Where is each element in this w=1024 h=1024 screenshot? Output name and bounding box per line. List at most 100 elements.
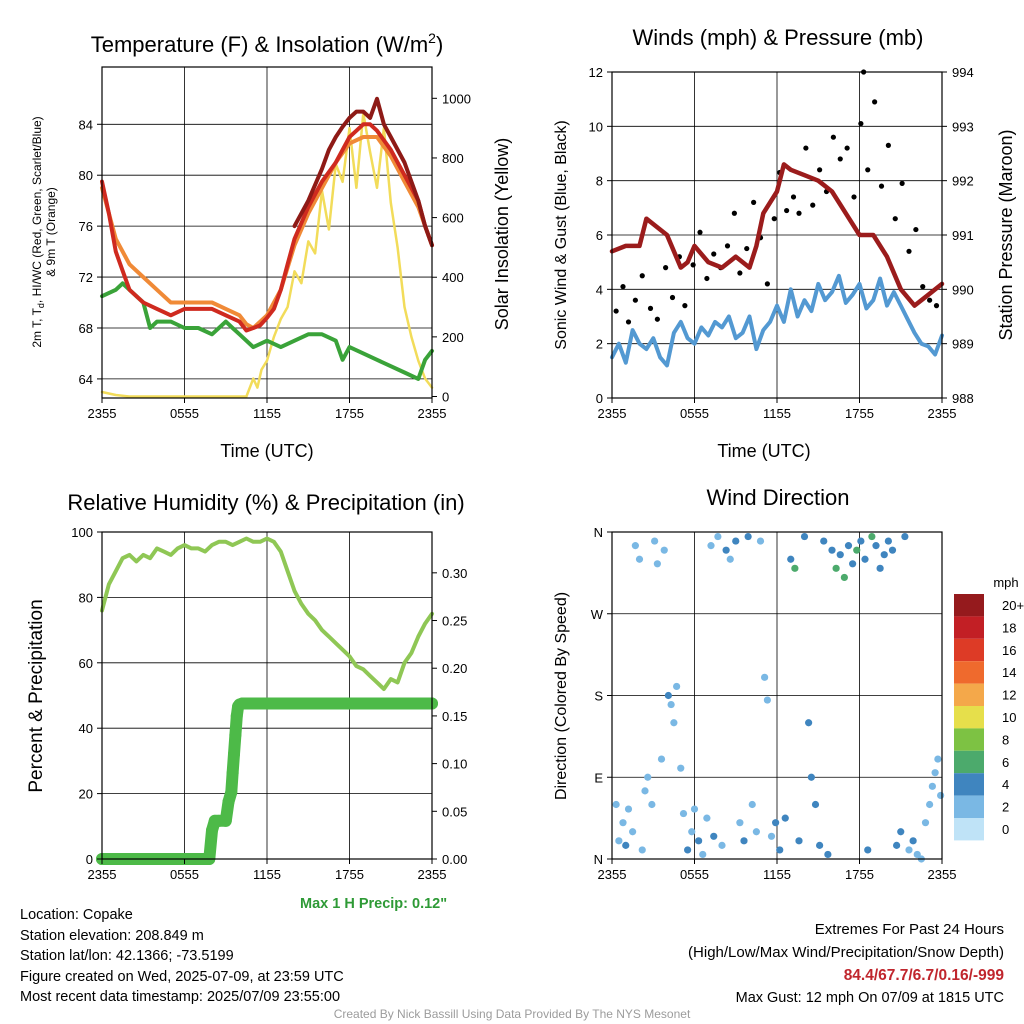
direction-point [772, 819, 780, 827]
y-tick-label: 64 [79, 372, 93, 387]
y-tick-label: 10 [589, 119, 603, 134]
gust-point [711, 251, 717, 257]
y2-tick-label: 0.00 [442, 852, 467, 867]
y-tick-label: 100 [71, 525, 93, 540]
legend-label: 16 [1002, 643, 1016, 658]
x-tick-label: 1755 [335, 867, 364, 882]
latlon-text: Station lat/lon: 42.1366; -73.5199 [20, 948, 234, 964]
y2-tick-label: 991 [952, 228, 974, 243]
x-tick-label: 1755 [845, 406, 874, 421]
y2-tick-label: 989 [952, 337, 974, 352]
direction-point [763, 696, 771, 704]
legend-swatch [954, 706, 984, 729]
panel-title: Temperature (F) & Insolation (W/m2) [91, 30, 444, 57]
legend-swatch [954, 638, 984, 662]
y-tick-label: 0 [86, 852, 93, 867]
y-tick-label: 80 [79, 590, 93, 605]
x-tick-label: 0555 [680, 406, 709, 421]
direction-point [644, 773, 652, 781]
gust-point [744, 245, 750, 252]
direction-point [673, 682, 681, 691]
max-hourly-precip-note: Max 1 H Precip: 0.12" [300, 896, 448, 912]
extremes-subheading: (High/Low/Max Wind/Precipitation/Snow De… [688, 944, 1004, 961]
gust-point [784, 207, 790, 214]
direction-point [868, 532, 876, 541]
y-tick-label: S [594, 689, 603, 704]
gust-point [920, 284, 926, 290]
x-tick-label: 2355 [598, 406, 627, 421]
direction-point [651, 537, 659, 545]
legend-label: 18 [1002, 620, 1016, 635]
y-axis-label-left: 2m T, Td, HI/WC (Red, Green, Scarlet/Blu… [30, 116, 46, 347]
gust-point [682, 303, 688, 309]
direction-point [781, 814, 789, 822]
gust-point [663, 265, 669, 271]
direction-point [807, 773, 815, 781]
humidity-panel: 2355 0555 1155 1755 23550204060801000.000.05… [26, 490, 467, 882]
y-axis-label-left-line2: & 9m T (Orange) [44, 187, 58, 277]
direction-point [820, 537, 828, 545]
y-tick-label: 40 [79, 721, 93, 736]
direction-point [619, 819, 627, 827]
direction-point [744, 532, 752, 541]
x-tick-label: 0555 [170, 867, 199, 882]
direction-point [791, 564, 799, 572]
x-axis-label: Time (UTC) [220, 441, 313, 461]
gust-point [625, 319, 632, 325]
direction-point [828, 546, 836, 554]
y2-tick-label: 990 [952, 282, 974, 297]
y2-tick-label: 0.10 [442, 757, 467, 772]
gust-point [803, 145, 809, 151]
panel-title: Wind Direction [706, 485, 849, 510]
direction-point [884, 537, 892, 545]
y-axis-label-left: Direction (Colored By Speed) [553, 592, 570, 800]
legend-label: 4 [1002, 777, 1009, 792]
direction-point [722, 546, 730, 554]
direction-point [761, 673, 769, 681]
direction-point [690, 805, 699, 813]
y-tick-label: 6 [596, 228, 603, 243]
x-tick-label: 2355 [88, 867, 117, 882]
y-tick-label: 60 [79, 656, 93, 671]
gust-point [613, 308, 619, 314]
legend-label: 20+ [1002, 598, 1024, 613]
gust-point [817, 167, 823, 173]
gust-point [844, 145, 850, 151]
y-tick-label: W [591, 607, 604, 622]
y-tick-label: 4 [596, 282, 603, 297]
y-tick-label: E [594, 770, 603, 785]
direction-point [684, 846, 692, 854]
direction-point [861, 555, 869, 563]
legend-swatch [954, 683, 984, 706]
gust-point [837, 156, 843, 162]
gust-point [858, 121, 864, 127]
y-axis-label-right: Station Pressure (Maroon) [996, 129, 1016, 340]
y2-tick-label: 0.25 [442, 614, 467, 629]
gust-point [796, 210, 802, 216]
gust-point [704, 275, 710, 282]
station-info: Location: Copake Station elevation: 208.… [20, 905, 344, 1008]
direction-point [934, 755, 942, 763]
series-line-dewpoint [100, 281, 434, 381]
direction-point [736, 819, 744, 827]
direction-point [832, 564, 840, 572]
extremes-panel: Extremes For Past 24 Hours (High/Low/Max… [688, 918, 1004, 1010]
y-tick-label: 0 [596, 391, 603, 406]
extremes-values: 84.4/67.7/6.7/0.16/-999 [843, 967, 1004, 984]
location-text: Location: Copake [20, 907, 133, 923]
gust-point [851, 194, 857, 200]
direction-point [800, 532, 809, 541]
direction-point [787, 555, 795, 563]
recent-data-text: Most recent data timestamp: 2025/07/09 2… [20, 989, 341, 1005]
y-tick-label: 8 [596, 174, 603, 189]
y2-tick-label: 400 [442, 270, 464, 285]
direction-point [776, 846, 784, 854]
legend-label: 2 [1002, 800, 1009, 815]
gust-point [654, 316, 660, 322]
direction-point [664, 691, 672, 700]
gust-point [906, 248, 912, 254]
y2-tick-label: 600 [442, 211, 464, 226]
direction-point [931, 769, 939, 777]
gust-point [639, 273, 645, 279]
